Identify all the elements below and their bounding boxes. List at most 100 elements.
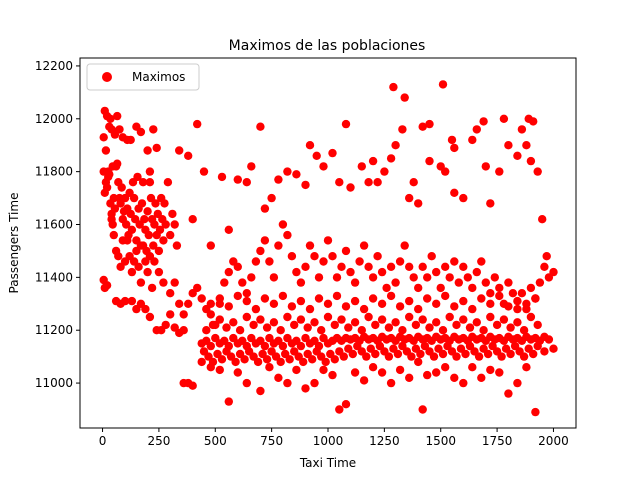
data-point (117, 183, 126, 192)
data-point (274, 175, 283, 184)
legend-box (86, 63, 200, 91)
data-point (359, 376, 369, 385)
data-point (450, 257, 459, 266)
data-point (522, 304, 531, 314)
data-point (102, 281, 112, 290)
data-point (355, 257, 364, 266)
data-point (335, 178, 344, 187)
data-point (106, 114, 115, 124)
data-point (154, 267, 164, 277)
data-point (486, 199, 495, 208)
data-point (120, 296, 130, 306)
data-point (317, 326, 326, 335)
data-point (499, 315, 509, 324)
data-point (423, 294, 432, 303)
data-point (193, 119, 202, 129)
data-point (145, 312, 155, 322)
data-point (477, 257, 486, 266)
legend-marker (102, 72, 112, 82)
data-point (233, 262, 242, 271)
data-point (122, 220, 131, 229)
data-point (319, 365, 328, 375)
data-point (533, 341, 542, 351)
data-point (292, 267, 301, 277)
data-point (436, 283, 445, 293)
data-point (138, 241, 148, 250)
data-point (386, 262, 396, 271)
data-point (513, 318, 522, 327)
data-point (405, 193, 414, 203)
x-tick-label: 2000 (538, 434, 569, 448)
data-point (513, 378, 522, 388)
data-point (337, 315, 346, 324)
data-point (490, 273, 499, 282)
data-point (362, 352, 371, 361)
data-point (398, 125, 407, 134)
data-point (405, 262, 414, 271)
data-point (495, 283, 504, 293)
data-point (102, 183, 112, 192)
data-point (513, 151, 522, 160)
data-point (477, 373, 486, 382)
data-point (418, 405, 427, 414)
data-point (285, 355, 294, 364)
data-point (405, 373, 414, 382)
data-point (260, 204, 270, 213)
data-point (283, 378, 292, 388)
data-point (529, 349, 538, 359)
data-point (296, 315, 306, 324)
data-point (529, 117, 538, 126)
data-point (380, 167, 389, 176)
x-tick-label: 500 (204, 434, 227, 448)
data-point (438, 349, 448, 359)
data-point (418, 315, 427, 324)
data-point (323, 312, 333, 322)
y-tick-label: 11400 (35, 270, 73, 284)
data-point (321, 357, 330, 367)
data-point (368, 294, 378, 303)
data-point (253, 357, 263, 367)
data-point (215, 315, 224, 324)
data-point (134, 262, 143, 271)
data-point (215, 294, 224, 303)
data-point (452, 320, 461, 330)
data-point (371, 320, 380, 330)
data-point (206, 310, 215, 319)
data-point (140, 215, 149, 224)
data-point (107, 215, 116, 224)
data-point (468, 363, 477, 372)
data-point (269, 273, 279, 282)
x-tick-label: 1750 (482, 434, 513, 448)
data-point (423, 273, 432, 282)
data-point (450, 302, 459, 311)
data-point (276, 357, 285, 367)
data-point (531, 407, 540, 417)
data-point (224, 225, 233, 234)
data-point (127, 267, 137, 277)
data-point (314, 273, 324, 282)
data-point (540, 262, 549, 271)
data-point (179, 326, 188, 335)
y-tick-label: 11600 (35, 218, 73, 232)
data-point (159, 278, 168, 287)
data-point (184, 151, 193, 160)
data-point (508, 289, 518, 298)
data-point (495, 291, 504, 301)
data-point (127, 296, 137, 306)
y-tick-label: 11200 (35, 323, 73, 337)
data-point (199, 167, 209, 176)
data-point (114, 252, 123, 261)
data-point (377, 368, 387, 377)
data-point (538, 215, 547, 224)
data-point (423, 370, 432, 380)
data-point (109, 230, 119, 240)
data-point (303, 323, 312, 332)
data-point (542, 252, 551, 261)
data-point (310, 252, 319, 261)
data-point (481, 278, 490, 287)
data-point (414, 199, 423, 208)
data-point (110, 204, 120, 213)
data-point (377, 267, 387, 277)
data-point (301, 180, 310, 190)
data-point (150, 257, 159, 266)
